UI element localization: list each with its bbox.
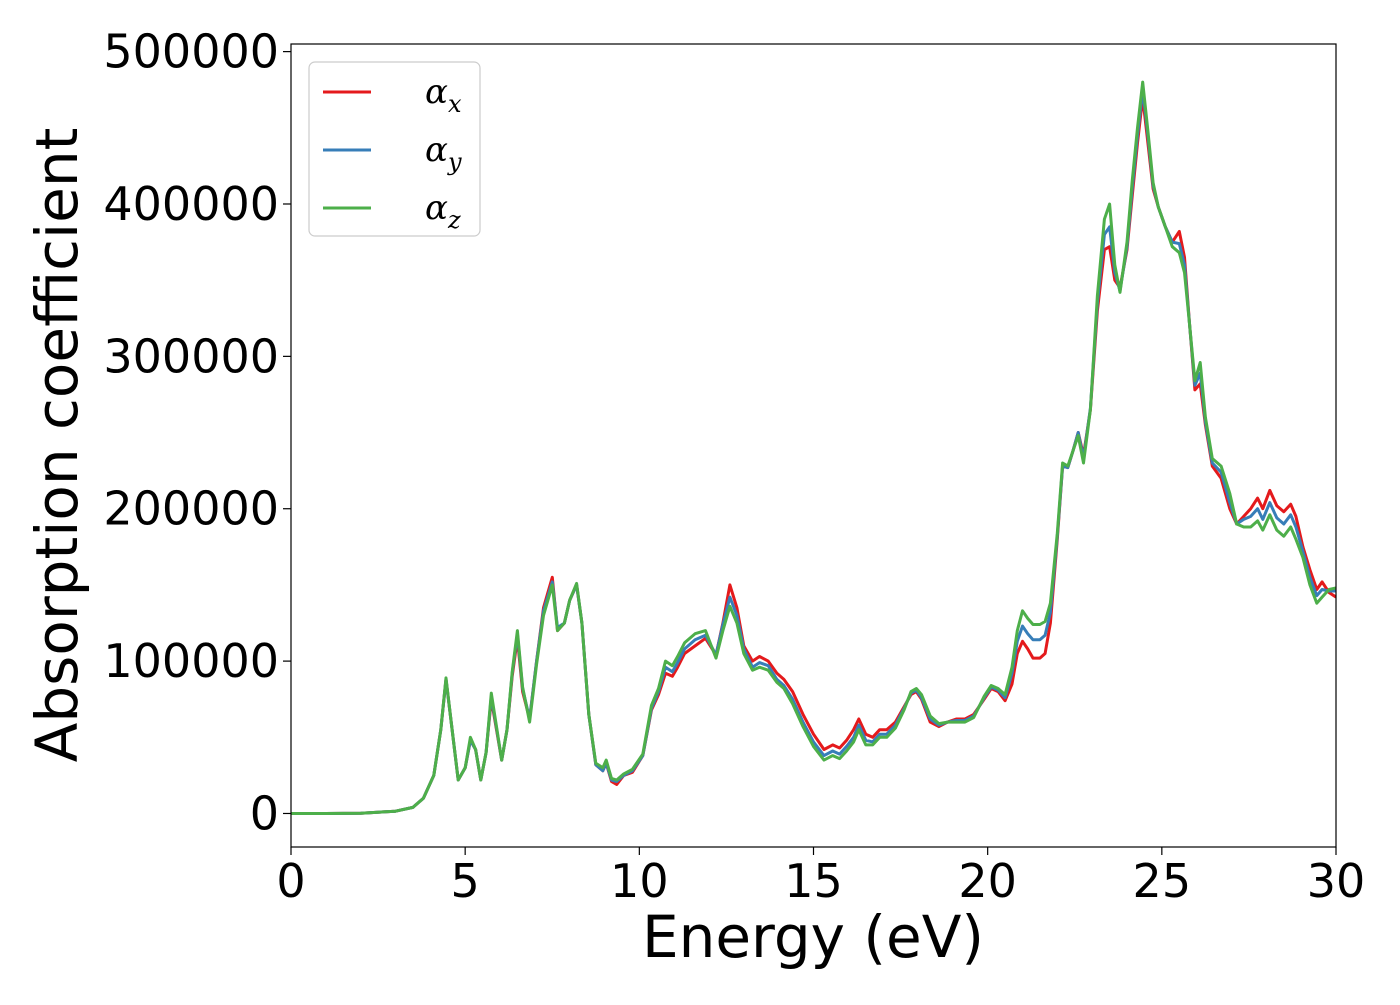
- y-tick-label: 0: [250, 786, 279, 840]
- series-line-z: [291, 80, 1336, 815]
- y-tick-label: 100000: [103, 634, 279, 688]
- y-axis: 0 100000 200000 300000 400000 500000: [103, 25, 291, 840]
- x-tick-label: 30: [1307, 854, 1366, 908]
- legend-subscript-y: y: [447, 148, 462, 176]
- y-axis-title: Absorption coefficient: [23, 128, 91, 763]
- legend-subscript-z: z: [447, 206, 461, 234]
- legend-subscript-x: x: [448, 90, 462, 118]
- series-layer: [291, 80, 1336, 815]
- x-tick-label: 10: [610, 854, 669, 908]
- x-tick-label: 20: [958, 854, 1017, 908]
- x-tick-label: 15: [784, 854, 843, 908]
- y-tick-label: 300000: [103, 329, 279, 383]
- y-tick-label: 500000: [103, 25, 279, 79]
- x-tick-label: 0: [276, 854, 305, 908]
- x-axis-title: Energy (eV): [642, 903, 984, 971]
- y-tick-label: 200000: [103, 482, 279, 536]
- x-tick-label: 25: [1133, 854, 1192, 908]
- y-tick-label: 400000: [103, 177, 279, 231]
- legend-box: [308, 61, 481, 237]
- x-axis: 0 5 10 15 20 25 30: [276, 847, 1365, 908]
- x-tick-label: 5: [451, 854, 480, 908]
